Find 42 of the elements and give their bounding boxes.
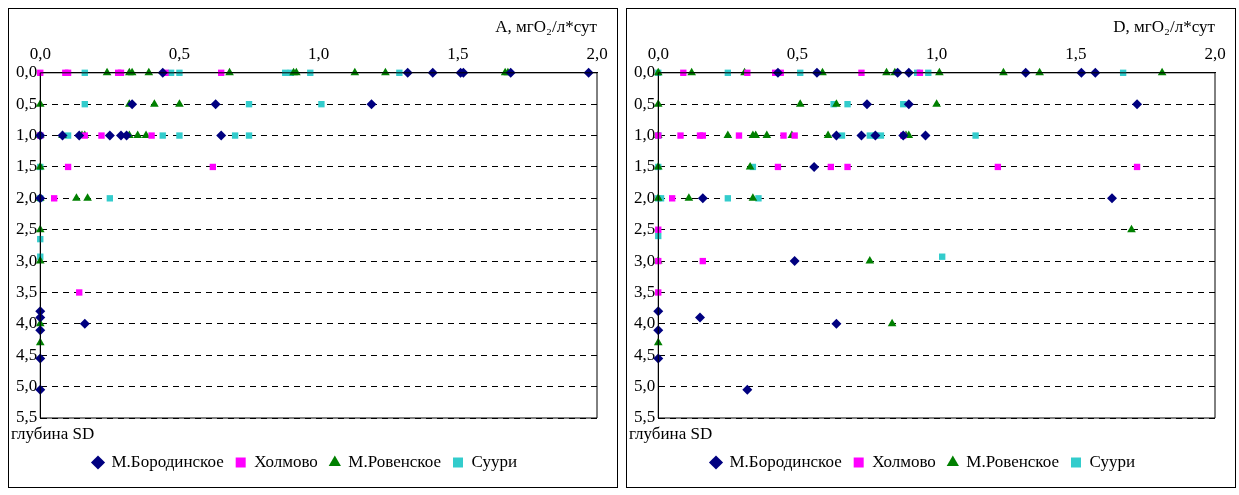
- x-tick-label: 2,0: [586, 44, 608, 64]
- y-tick-label: 5,0: [634, 376, 656, 396]
- y-tick-label: 0,5: [634, 93, 656, 113]
- x-tick-label: 1,0: [308, 44, 330, 64]
- y-tick-label: 1,0: [634, 125, 656, 145]
- y-tick-label: 3,5: [16, 281, 38, 301]
- y-tick-label: 2,5: [634, 219, 656, 239]
- x-tick-label: 0,5: [168, 44, 191, 64]
- y-tick-label: 1,0: [16, 125, 38, 145]
- x-tick-label: 0,0: [29, 44, 51, 64]
- legend-label: М.Бородинское: [729, 451, 842, 471]
- x-tick-label: 0,5: [786, 44, 809, 64]
- y-tick-label: 3,0: [634, 250, 656, 270]
- y-tick-label: 4,0: [16, 313, 38, 333]
- y-tick-label: 4,5: [634, 344, 656, 364]
- x-tick-label: 2,0: [1204, 44, 1226, 64]
- y-tick-label: 0,0: [16, 62, 38, 82]
- x-tick-label: 1,0: [926, 44, 948, 64]
- y-tick-label: 2,0: [16, 187, 38, 207]
- x-tick-label: 1,5: [447, 44, 469, 64]
- legend-label: Суури: [471, 451, 517, 471]
- legend-label: Холмово: [872, 451, 936, 471]
- y-tick-label: 1,5: [16, 156, 38, 176]
- x-axis-title: D, мгO₂/л*сут: [1113, 16, 1216, 36]
- legend-label: М.Ровенское: [966, 451, 1059, 471]
- x-tick-label: 0,0: [647, 44, 669, 64]
- y-tick-label: 3,5: [634, 281, 656, 301]
- legend-label: М.Ровенское: [348, 451, 441, 471]
- legend-label: Суури: [1089, 451, 1135, 471]
- legend-label: М.Бородинское: [111, 451, 224, 471]
- legend-label: Холмово: [254, 451, 318, 471]
- y-tick-label: 4,0: [634, 313, 656, 333]
- y-tick-label: 4,5: [16, 344, 38, 364]
- y-tick-label: 0,5: [16, 93, 38, 113]
- x-axis-title: A, мгO₂/л*сут: [495, 16, 598, 36]
- x-tick-label: 1,5: [1065, 44, 1087, 64]
- y-tick-label: 2,5: [16, 219, 38, 239]
- y-tick-label: 0,0: [634, 62, 656, 82]
- y-tick-label: 2,0: [634, 187, 656, 207]
- y-tick-label: 3,0: [16, 250, 38, 270]
- y-tick-label: 5,0: [16, 376, 38, 396]
- y-tick-label: 1,5: [634, 156, 656, 176]
